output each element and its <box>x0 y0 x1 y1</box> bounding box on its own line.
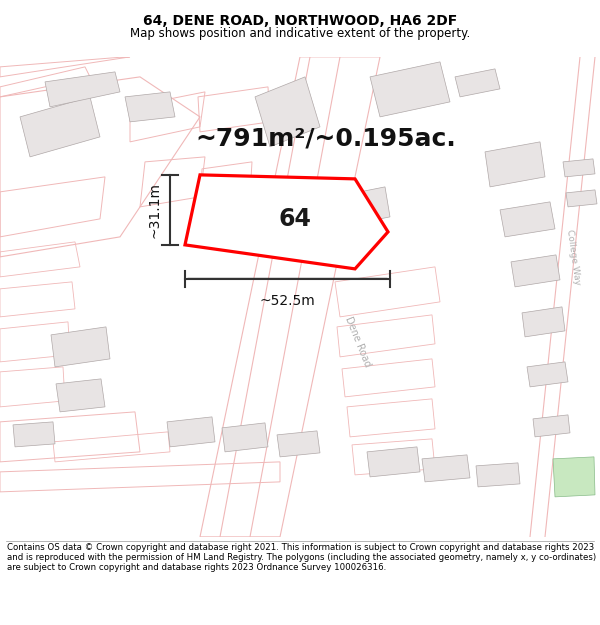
Polygon shape <box>553 457 595 497</box>
Polygon shape <box>527 362 568 387</box>
Polygon shape <box>563 159 595 177</box>
Text: Dene Road: Dene Road <box>343 315 373 369</box>
Polygon shape <box>185 175 388 269</box>
Polygon shape <box>566 190 597 207</box>
Polygon shape <box>277 431 320 457</box>
Text: Map shows position and indicative extent of the property.: Map shows position and indicative extent… <box>130 27 470 40</box>
Text: 64, DENE ROAD, NORTHWOOD, HA6 2DF: 64, DENE ROAD, NORTHWOOD, HA6 2DF <box>143 14 457 28</box>
Polygon shape <box>56 379 105 412</box>
Polygon shape <box>367 447 420 477</box>
Polygon shape <box>533 415 570 437</box>
Polygon shape <box>222 423 268 452</box>
Text: Contains OS data © Crown copyright and database right 2021. This information is : Contains OS data © Crown copyright and d… <box>7 542 596 572</box>
Polygon shape <box>335 187 390 227</box>
Polygon shape <box>255 77 320 147</box>
Polygon shape <box>370 62 450 117</box>
Text: ~52.5m: ~52.5m <box>260 294 316 308</box>
Polygon shape <box>125 92 175 122</box>
Polygon shape <box>485 142 545 187</box>
Text: College Way: College Way <box>565 229 581 285</box>
Text: 64: 64 <box>278 207 311 231</box>
Polygon shape <box>51 327 110 367</box>
Text: ~791m²/~0.195ac.: ~791m²/~0.195ac. <box>195 127 456 151</box>
Polygon shape <box>455 69 500 97</box>
Polygon shape <box>167 417 215 447</box>
Polygon shape <box>511 255 560 287</box>
Polygon shape <box>422 455 470 482</box>
Polygon shape <box>522 307 565 337</box>
Text: ~31.1m: ~31.1m <box>147 182 161 238</box>
Polygon shape <box>476 463 520 487</box>
Polygon shape <box>20 97 100 157</box>
Polygon shape <box>500 202 555 237</box>
Polygon shape <box>45 72 120 107</box>
Polygon shape <box>13 422 55 447</box>
